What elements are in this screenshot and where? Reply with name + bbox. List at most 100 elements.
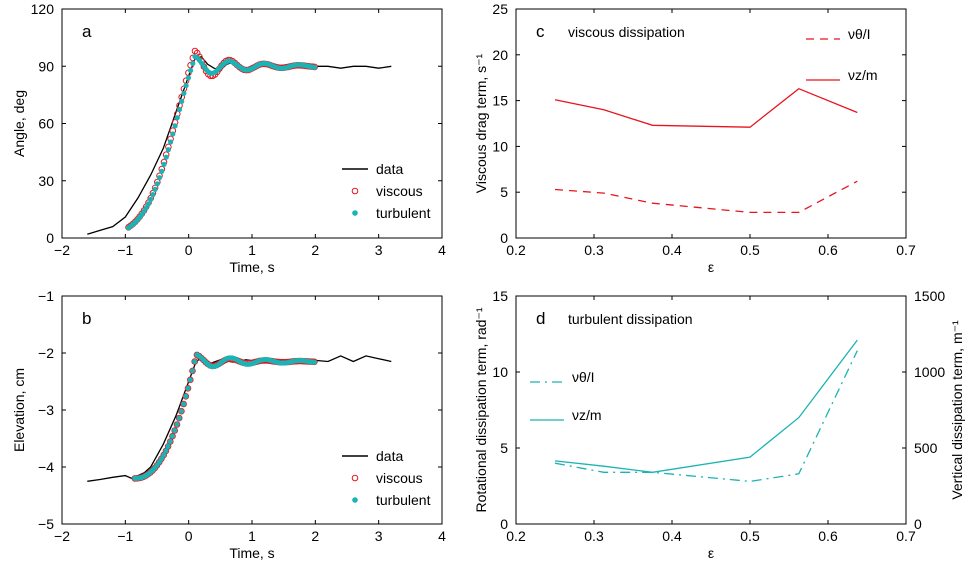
x-tick-label: 0.4 <box>662 528 682 544</box>
x-tick-label: 0 <box>185 528 193 544</box>
x-tick-label: 4 <box>438 242 446 258</box>
data-point-circles <box>189 367 196 375</box>
x-tick-label: 1 <box>248 528 256 544</box>
x-tick-label: −1 <box>117 528 133 544</box>
x-tick-label: 3 <box>375 242 383 258</box>
x-axis-label: ε <box>708 545 714 561</box>
x-tick-label: 0.5 <box>740 242 760 258</box>
x-tick-label: −2 <box>54 242 70 258</box>
y-tick-label: 25 <box>492 1 508 17</box>
y-tick-label: 10 <box>492 138 508 154</box>
data-point-dots <box>176 106 183 113</box>
x-tick-label: −2 <box>54 528 70 544</box>
legend-swatch-dot <box>352 210 358 216</box>
y-tick-label: −4 <box>38 459 54 475</box>
data-point-dots <box>183 82 189 89</box>
legend-label: νθ/I <box>848 26 871 42</box>
y-tick-label: 20 <box>492 47 508 63</box>
y2-tick-label: 1500 <box>914 288 945 304</box>
series-line-line <box>87 55 392 235</box>
x-tick-label: 0.4 <box>662 242 682 258</box>
y-tick-label: 15 <box>492 93 508 109</box>
data-point-dots <box>176 415 182 421</box>
data-point-dots <box>161 161 167 167</box>
data-point-circles <box>167 438 174 445</box>
legend-swatch-dot <box>352 497 358 503</box>
x-tick-label: 0 <box>185 242 193 258</box>
x-axis-label: Time, s <box>229 545 274 561</box>
chart-title: viscous dissipation <box>568 24 685 40</box>
series-group <box>87 351 392 482</box>
y-axis-label: Rotational dissipation term, rad⁻¹ <box>473 307 489 512</box>
data-point-circles <box>184 385 192 392</box>
plot-frame <box>515 8 907 239</box>
data-point-dots <box>190 60 196 66</box>
x-tick-label: 3 <box>375 528 383 544</box>
panel-label: a <box>82 22 92 41</box>
y-axis-label: Elevation, cm <box>11 368 27 452</box>
data-point-dots <box>312 64 318 70</box>
data-point-dots <box>167 438 173 445</box>
data-point-dots <box>163 448 169 454</box>
data-point-dots <box>185 385 191 391</box>
legend: νθ/I νz/m <box>530 369 602 423</box>
data-point-dots <box>156 175 163 181</box>
y-tick-label: −1 <box>38 288 54 304</box>
data-point-dots <box>172 123 178 129</box>
data-point-circles <box>171 427 178 434</box>
data-point-circles <box>191 358 198 365</box>
data-point-dots <box>145 201 152 207</box>
legend-swatch-circle <box>351 187 359 195</box>
data-point-circles <box>169 432 176 440</box>
legend: data viscous turbulent <box>342 161 431 221</box>
x-tick-label: 0.5 <box>740 528 760 544</box>
data-point-dots <box>165 147 171 153</box>
series-line-solid <box>554 87 858 128</box>
data-point-dots <box>143 205 149 211</box>
legend-label: turbulent <box>376 205 431 221</box>
legend: νθ/I νz/m <box>806 26 878 83</box>
series-line-dashdot <box>554 350 858 483</box>
x-tick-label: 0.6 <box>818 242 838 258</box>
legend: data viscous turbulent <box>342 448 431 508</box>
data-point-dots <box>174 421 180 428</box>
chart-c: 0.2 0.3 0.4 0.5 0.6 0.7 0 5 10 15 20 25 ε Viscous dra… <box>473 1 916 275</box>
legend-label: viscous <box>376 470 423 486</box>
legend-label: data <box>376 161 403 177</box>
data-point-dots <box>179 98 185 104</box>
y-tick-label: 0 <box>500 516 508 532</box>
data-point-dots <box>192 359 198 365</box>
data-point-dots <box>189 368 196 374</box>
data-point-dots <box>188 67 194 74</box>
series-group <box>554 339 858 483</box>
x-tick-label: 2 <box>311 242 319 258</box>
data-point-dots <box>165 443 171 449</box>
data-point-dots <box>163 154 169 160</box>
data-point-circles <box>175 414 183 422</box>
y-tick-label: 120 <box>31 1 55 17</box>
y-tick-label: −2 <box>38 345 54 361</box>
y2-tick-label: 0 <box>914 516 922 532</box>
data-point-dots <box>168 139 174 145</box>
panel-label: c <box>536 22 545 41</box>
y-tick-label: 0 <box>500 230 508 246</box>
x-tick-label: 0.7 <box>896 528 916 544</box>
x-tick-label: 4 <box>438 528 446 544</box>
y-tick-label: −5 <box>38 516 54 532</box>
chart-title: turbulent dissipation <box>568 311 693 327</box>
x-axis-label: Time, s <box>229 259 274 275</box>
y-tick-label: 60 <box>38 116 54 132</box>
y2-axis-label: Vertical dissipation term, m⁻¹ <box>949 320 965 500</box>
data-point-dots <box>169 433 176 439</box>
y-tick-label: 30 <box>38 173 54 189</box>
chart-b: −2 −1 0 1 2 3 4 −5 −4 −3 −2 −1 Time, s Elevation, cm b… <box>11 288 446 561</box>
y-axis-label: Angle, deg <box>11 90 27 157</box>
legend-label: νz/m <box>848 67 878 83</box>
x-tick-label: −1 <box>117 242 133 258</box>
x-axis-label: ε <box>708 259 714 275</box>
y-tick-label: 10 <box>492 364 508 380</box>
plot-frame <box>61 295 443 525</box>
data-point-dots <box>148 196 154 202</box>
x-tick-label: 0.2 <box>506 528 526 544</box>
data-point-dots <box>311 359 317 365</box>
